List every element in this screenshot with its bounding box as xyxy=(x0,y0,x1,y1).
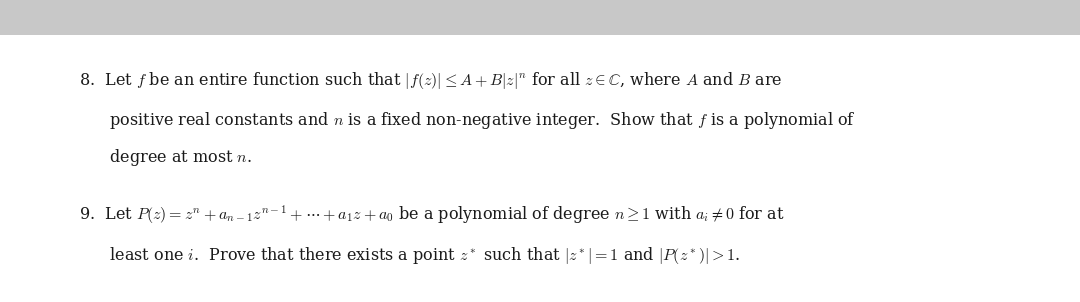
Text: positive real constants and $n$ is a fixed non-negative integer.  Show that $f$ : positive real constants and $n$ is a fix… xyxy=(79,110,855,131)
Text: degree at most $n$.: degree at most $n$. xyxy=(79,146,252,168)
Text: 8.  Let $f$ be an entire function such that $|f(z)| \leq A + B|z|^n$ for all $z : 8. Let $f$ be an entire function such th… xyxy=(79,69,782,91)
Bar xyxy=(0,0,1080,35)
Text: 9.  Let $P(z) = z^n + a_{n-1}z^{n-1} + \cdots + a_1z + a_0$ be a polynomial of d: 9. Let $P(z) = z^n + a_{n-1}z^{n-1} + \c… xyxy=(79,203,784,226)
Bar xyxy=(0,35,1080,302)
Text: least one $i$.  Prove that there exists a point $z^*$ such that $|z^*| = 1$ and : least one $i$. Prove that there exists a… xyxy=(79,245,740,266)
